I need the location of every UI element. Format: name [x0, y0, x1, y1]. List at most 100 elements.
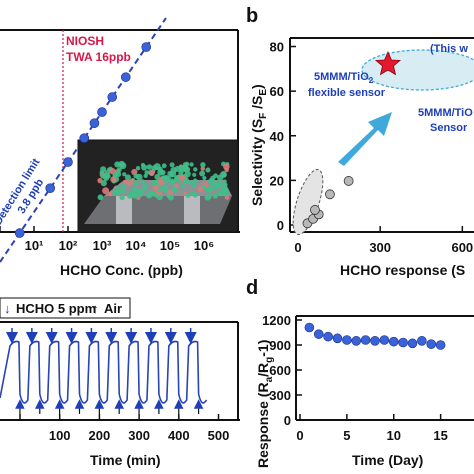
panel-d-x-tick-label: 10	[387, 428, 401, 443]
panel-a-x-tick-label: 10⁶	[194, 238, 214, 253]
flexible-sensor-label-2: flexible sensor	[308, 87, 386, 99]
panel-d-ticks	[296, 319, 442, 421]
panel-a-x-tick-labels: 10¹ 10² 10³ 10⁴ 10⁵ 10⁶	[25, 238, 215, 253]
this-work-star	[374, 51, 402, 76]
panel-d-point	[407, 338, 418, 349]
legend-gas-label: HCHO 5 ppm	[16, 301, 96, 316]
panel-d-point	[342, 335, 352, 345]
panel-a-point	[97, 107, 107, 117]
niosh-label: NIOSH	[66, 34, 104, 48]
panel-b-y-tick-label: 40	[270, 129, 284, 144]
panel-a-point	[107, 92, 118, 102]
panel-b-x-tick-label: 600	[451, 240, 473, 255]
panel-b-y-tick-label: 80	[270, 40, 284, 55]
sensor-label-2: Sensor	[430, 122, 468, 134]
panel-d-data-points	[304, 322, 446, 350]
panel-b-cluster-point	[343, 176, 354, 186]
panel-b-cluster-point	[325, 189, 335, 200]
panel-b-y-label: Selectivity (SF /SE)	[249, 84, 269, 206]
panel-d-point	[417, 336, 427, 346]
panel-d-y-tick-labels: 0 300 600 900 1200	[262, 313, 291, 428]
panel-b-y-tick-labels: 0 20 40 60 80	[270, 40, 284, 233]
panel-b-letter: b	[246, 5, 258, 27]
this-work-label: (This w	[430, 43, 468, 55]
panel-c-response-curve	[0, 340, 208, 404]
flexible-sensor-label: 5MMM/TiO2	[314, 71, 374, 85]
panel-d-point	[360, 335, 371, 345]
panel-a-x-tick-label: 10¹	[25, 238, 44, 253]
panel-b-x-tick-label: 0	[294, 240, 301, 255]
panel-d-point	[435, 340, 446, 350]
legend-air-arrow: ↑	[92, 301, 99, 316]
panel-a-point	[141, 42, 152, 52]
panel-a: 10¹ 10² 10³ 10⁴ 10⁵ 10⁶ HCHO Conc. (ppb) NIOS…	[0, 17, 240, 278]
sensor-inset-image	[77, 139, 239, 233]
panel-c-x-tick-label: 100	[49, 428, 71, 443]
panel-a-x-tick-label: 10²	[59, 238, 78, 253]
panel-a-point	[120, 72, 131, 82]
panel-d-x-tick-label: 0	[296, 428, 303, 443]
panel-a-point	[79, 133, 90, 144]
sensor-label: 5MMM/TiO	[418, 107, 473, 119]
panel-d-point	[332, 333, 343, 344]
improvement-arrow	[338, 112, 392, 166]
panel-d-y-label: Response (Ra/Rg-1)	[255, 340, 275, 468]
panel-a-point	[89, 118, 100, 128]
panel-c-arrows	[6, 328, 204, 414]
panel-d-point	[370, 336, 380, 346]
panel-d-x-tick-label: 15	[433, 428, 447, 443]
panel-a-data-points	[14, 42, 152, 238]
panel-b-cluster-point	[310, 205, 320, 215]
panel-b-y-tick-label: 60	[270, 84, 284, 99]
legend-gas-arrow: ↓	[4, 301, 11, 316]
panel-a-point	[45, 183, 56, 193]
panel-d-x-label: Time (Day)	[352, 452, 423, 468]
panel-c-x-label: Time (min)	[90, 452, 161, 468]
panel-a-x-tick-label: 10³	[93, 238, 112, 253]
panel-c-ticks	[19, 414, 220, 420]
panel-c-legend	[0, 297, 131, 319]
panel-d: d 0 300 600 900 1200 0 5 10 15 Response (Ra/Rg-…	[246, 277, 474, 468]
panel-b-x-label: HCHO response (S	[340, 262, 465, 278]
panel-d-point	[398, 337, 408, 348]
legend-air-label: Air	[104, 301, 122, 316]
svg-text:Selectivity (SF /SE): Selectivity (SF /SE)	[249, 84, 269, 206]
panel-d-point	[351, 336, 362, 346]
panel-a-point	[14, 228, 25, 238]
panel-d-y-tick-label: 600	[269, 363, 291, 378]
niosh-twa-label: TWA 16ppb	[66, 50, 131, 64]
panel-d-x-tick-labels: 0 5 10 15	[296, 428, 447, 443]
panel-d-y-tick-label: 0	[284, 413, 291, 428]
panel-d-y-tick-label: 900	[269, 338, 291, 353]
panel-d-point	[323, 331, 333, 342]
panel-a-x-label: HCHO Conc. (ppb)	[60, 262, 183, 278]
panel-d-point	[313, 329, 324, 339]
panel-d-y-tick-label: 300	[269, 388, 291, 403]
panel-a-x-tick-label: 10⁵	[160, 238, 181, 253]
panel-d-point	[304, 322, 315, 333]
panel-c-x-tick-label: 400	[168, 428, 190, 443]
panel-d-point	[388, 336, 399, 347]
panel-a-point	[63, 157, 73, 167]
panel-c-x-tick-labels: 100 200 300 400 500	[49, 428, 230, 443]
panel-b-data-points	[302, 176, 354, 229]
cluster-ellipse	[292, 168, 324, 236]
panel-b-x-tick-label: 300	[369, 240, 391, 255]
panel-d-point	[379, 335, 390, 345]
panel-d-x-tick-label: 5	[343, 428, 350, 443]
panel-d-y-tick-label: 1200	[262, 313, 291, 328]
panel-c-x-tick-label: 200	[89, 428, 111, 443]
panel-d-point	[426, 339, 437, 349]
panel-b-y-tick-label: 0	[277, 218, 284, 233]
panel-d-letter: d	[246, 277, 258, 299]
panel-a-fit-line	[0, 17, 167, 263]
this-work-ellipse	[361, 49, 474, 91]
panel-c-x-tick-label: 300	[128, 428, 150, 443]
svg-text:Response (Ra/Rg-1): Response (Ra/Rg-1)	[255, 340, 275, 468]
panel-c: ↓ HCHO 5 ppm ↑ Air 100 200 300 400 500 Time …	[0, 297, 240, 468]
panel-c-x-tick-label: 500	[208, 428, 230, 443]
panel-b-y-tick-label: 20	[270, 173, 284, 188]
